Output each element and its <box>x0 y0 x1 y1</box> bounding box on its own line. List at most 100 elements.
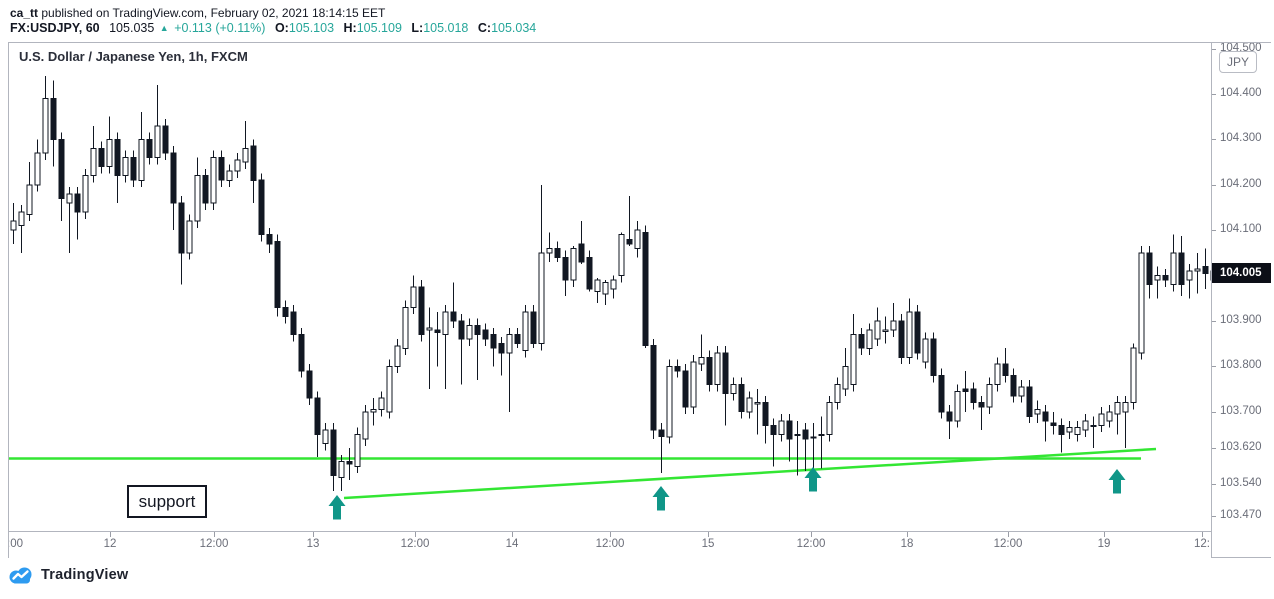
candle <box>930 332 937 383</box>
candle <box>650 339 657 439</box>
candle <box>58 132 65 222</box>
candle <box>794 420 801 476</box>
candle <box>1074 420 1081 442</box>
candle <box>1026 380 1033 424</box>
candle <box>498 336 505 376</box>
price-tick-label: 103.900 <box>1220 314 1262 326</box>
price-tick-label: 104.200 <box>1220 178 1262 190</box>
candle <box>298 327 305 378</box>
time-tick-label: 12:00 <box>595 538 625 550</box>
candle <box>866 323 873 355</box>
candle <box>562 250 569 296</box>
up-arrow-marker[interactable] <box>804 467 822 492</box>
candle <box>1122 395 1129 449</box>
candle <box>602 280 609 306</box>
candle <box>466 318 473 346</box>
candle <box>674 359 681 378</box>
price-tick-label: 103.800 <box>1220 359 1262 371</box>
time-axis[interactable]: :00 12 12:00 13 12:00 14 12:00 15 12:00 18 12:00 19… <box>9 531 1211 558</box>
candle <box>122 150 129 183</box>
tradingview-branding[interactable]: TradingView <box>8 566 128 584</box>
price-axis[interactable]: JPY 104.005 104.500 104.400 104.300 104.200… <box>1211 43 1271 557</box>
candle <box>738 377 745 419</box>
candle <box>802 423 809 471</box>
candle <box>370 398 377 426</box>
candle <box>634 221 641 258</box>
candle <box>130 150 137 188</box>
open-value: 105.103 <box>288 21 335 35</box>
close-value: 105.034 <box>491 21 537 35</box>
candle <box>1058 418 1065 453</box>
price-tick-label: 104.500 <box>1220 43 1262 54</box>
high-label: H: <box>343 21 357 35</box>
candle <box>786 414 793 462</box>
candle <box>154 84 161 165</box>
candle <box>722 346 729 426</box>
time-tick-label: :00 <box>9 538 23 550</box>
candle <box>178 196 185 285</box>
candle <box>1042 405 1049 442</box>
candle <box>226 164 233 188</box>
chart-title: U.S. Dollar / Japanese Yen, 1h, FXCM <box>19 49 248 64</box>
price-tick <box>1212 484 1216 485</box>
candle <box>474 318 481 380</box>
symbol-ohlc-row: FX:USDJPY, 60 105.035 ▲ +0.113 (+0.11%) … <box>10 21 536 35</box>
open-label: O: <box>274 21 289 35</box>
candle <box>250 139 257 203</box>
price-tick <box>1212 94 1216 95</box>
candle <box>194 157 201 228</box>
candle <box>146 132 153 165</box>
candle <box>522 305 529 358</box>
time-tick-label: 14 <box>505 538 519 550</box>
candle <box>338 454 345 492</box>
candle <box>618 232 625 283</box>
time-tick <box>110 532 111 537</box>
time-tick-label: 15 <box>701 538 715 550</box>
candle <box>730 377 737 401</box>
price-tick <box>1212 448 1216 449</box>
price-tick <box>1212 321 1216 322</box>
candle <box>50 80 57 167</box>
candlestick-plot[interactable] <box>9 43 1211 531</box>
candle <box>234 153 241 178</box>
candle <box>106 116 113 174</box>
candle <box>74 187 81 240</box>
candle <box>946 405 953 439</box>
candle <box>1162 268 1169 287</box>
low-value: 105.018 <box>423 21 469 35</box>
candle <box>530 305 537 349</box>
time-tick-label: 12:00 <box>199 538 229 550</box>
up-arrow-marker[interactable] <box>652 486 670 511</box>
candle <box>682 364 689 415</box>
candle <box>1090 416 1097 449</box>
time-tick <box>1202 532 1203 537</box>
price-tick-label: 104.400 <box>1220 87 1262 99</box>
candle <box>266 227 273 253</box>
support-trend-line[interactable] <box>343 447 1157 500</box>
chart-frame: U.S. Dollar / Japanese Yen, 1h, FXCM sup… <box>8 42 1271 558</box>
time-tick <box>313 532 314 537</box>
candle <box>170 146 177 231</box>
tradingview-logo-icon <box>9 567 32 584</box>
support-annotation-label[interactable]: support <box>127 485 207 518</box>
candle <box>1018 380 1025 403</box>
low-label: L: <box>411 21 424 35</box>
candle <box>1194 252 1201 294</box>
price-tick <box>1212 366 1216 367</box>
candle <box>506 327 513 412</box>
candle <box>1106 405 1113 428</box>
price-chart-canvas[interactable]: U.S. Dollar / Japanese Yen, 1h, FXCM sup… <box>9 43 1211 531</box>
candle <box>290 305 297 342</box>
price-tick-label: 104.300 <box>1220 132 1262 144</box>
up-arrow-marker[interactable] <box>1108 469 1126 494</box>
candle <box>42 75 49 160</box>
currency-badge: JPY <box>1219 51 1257 73</box>
price-tick <box>1212 516 1216 517</box>
candle <box>850 314 857 392</box>
candle <box>954 384 961 428</box>
up-arrow-marker[interactable] <box>328 495 346 520</box>
candle <box>1154 266 1161 299</box>
candle <box>610 275 617 299</box>
candle <box>18 205 25 253</box>
change-up-icon: ▲ <box>159 23 169 33</box>
